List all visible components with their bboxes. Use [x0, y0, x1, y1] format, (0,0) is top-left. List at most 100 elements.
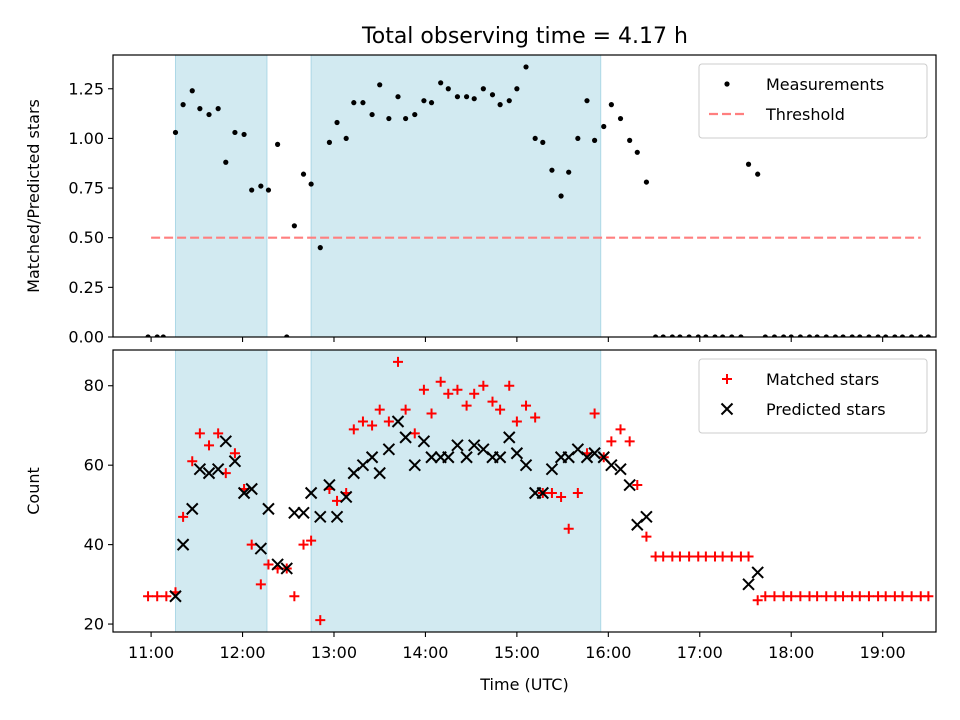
measurement-point	[925, 334, 931, 337]
measurement-point	[326, 139, 333, 145]
predicted-star-point	[425, 451, 438, 464]
measurement-point	[514, 86, 520, 92]
measurement-point	[875, 334, 881, 337]
predicted-star-point	[330, 510, 344, 524]
matched-star-point	[717, 551, 728, 562]
matched-star-point	[255, 579, 266, 590]
y-tick-label: 80	[84, 376, 104, 395]
predicted-star-point	[510, 447, 524, 460]
measurement-point	[823, 334, 829, 337]
measurement-point	[584, 98, 590, 104]
x-tick-label: 19:00	[860, 643, 906, 662]
matched-star-point	[897, 591, 908, 602]
x-tick-label: 16:00	[585, 643, 631, 662]
observing-window-shading	[310, 55, 602, 337]
x-axis-label: Time (UTC)	[479, 675, 568, 694]
measurement-point	[232, 129, 238, 136]
matched-star-point	[161, 591, 172, 602]
matched-star-point	[563, 523, 574, 534]
matched-star-point	[443, 388, 454, 399]
matched-star-point	[684, 551, 695, 562]
measurement-point	[258, 183, 264, 189]
predicted-star-point	[640, 510, 653, 524]
matched-star-point	[606, 436, 617, 447]
matched-star-point	[289, 591, 300, 602]
measurement-point	[343, 135, 349, 142]
matched-star-point	[658, 551, 669, 562]
matched-star-point	[854, 591, 865, 602]
predicted-star-point	[442, 451, 455, 464]
legend-label: Threshold	[765, 105, 845, 124]
y-tick-label: 0.25	[68, 278, 104, 297]
measurement-point	[454, 94, 461, 100]
predicted-star-point	[288, 506, 301, 520]
measurement-point	[189, 88, 195, 94]
matched-star-point	[812, 591, 823, 602]
matched-star-point	[521, 400, 532, 411]
matched-star-point	[726, 551, 737, 562]
measurement-point	[549, 167, 555, 173]
measurement-point	[558, 193, 564, 199]
predicted-star-point	[503, 431, 516, 444]
predicted-star-point	[623, 478, 636, 492]
x-tick-label: 17:00	[677, 643, 723, 662]
matched-star-point	[229, 448, 240, 459]
matched-star-point	[374, 404, 385, 415]
measurement-point	[814, 334, 820, 337]
measurement-point	[197, 106, 203, 112]
predicted-star-point	[493, 451, 507, 464]
measurement-point	[660, 334, 666, 337]
y-tick-label: 1.25	[68, 79, 104, 98]
predicted-star-point	[460, 451, 473, 464]
measurement-point	[745, 161, 752, 167]
matched-star-point	[426, 408, 437, 419]
measurement-point	[909, 334, 915, 337]
predicted-star-point	[339, 490, 353, 504]
legend-dot-marker	[724, 81, 730, 87]
matched-star-point	[315, 615, 326, 626]
matched-star-point	[674, 551, 685, 562]
measurement-point	[627, 137, 633, 143]
measurement-point	[899, 334, 906, 337]
matched-star-point	[461, 400, 472, 411]
matched-star-point	[530, 412, 541, 423]
predicted-star-point	[237, 486, 251, 500]
matched-star-point	[760, 591, 771, 602]
predicted-star-point	[399, 431, 412, 444]
predicted-star-point	[373, 466, 386, 480]
top-panel: 0.00 0.25 0.50 0.75 1.00 1.25 Matched/Predicte…	[24, 54, 937, 347]
matched-star-point	[298, 539, 309, 550]
legend: Matched stars Predicted stars	[698, 358, 928, 434]
measurement-point	[608, 102, 614, 108]
x-tick-label: 12:00	[219, 643, 265, 662]
legend-box	[698, 63, 928, 139]
measurement-point	[918, 334, 924, 337]
bottom-panel: 11:00 12:00 13:00 14:00 15:00 16:00 17:00 18:00…	[24, 349, 937, 694]
predicted-star-point	[245, 482, 258, 496]
matched-star-point	[641, 531, 652, 542]
matched-star-point	[786, 591, 797, 602]
measurement-point	[840, 334, 846, 337]
observing-window-shading	[310, 350, 602, 632]
predicted-star-point	[519, 458, 533, 472]
y-tick-label: 0.75	[68, 179, 104, 198]
predicted-star-point	[417, 435, 431, 448]
matched-star-point	[624, 436, 635, 447]
matched-star-point	[769, 591, 780, 602]
measurement-point	[755, 171, 761, 177]
measurement-point	[857, 334, 863, 337]
measurement-point	[788, 334, 794, 337]
matched-star-point	[743, 551, 754, 562]
predicted-star-point	[751, 566, 764, 579]
measurement-point	[540, 139, 546, 145]
predicted-star-point	[323, 478, 336, 492]
measurement-point	[421, 98, 427, 104]
y-tick-label: 40	[84, 535, 104, 554]
x-tick-label: 18:00	[768, 643, 814, 662]
matched-star-point	[478, 380, 489, 391]
matched-star-point	[332, 495, 343, 506]
measurement-point	[369, 111, 375, 118]
matched-star-point	[187, 456, 198, 467]
predicted-star-point	[545, 462, 559, 476]
matched-star-point	[452, 384, 463, 395]
